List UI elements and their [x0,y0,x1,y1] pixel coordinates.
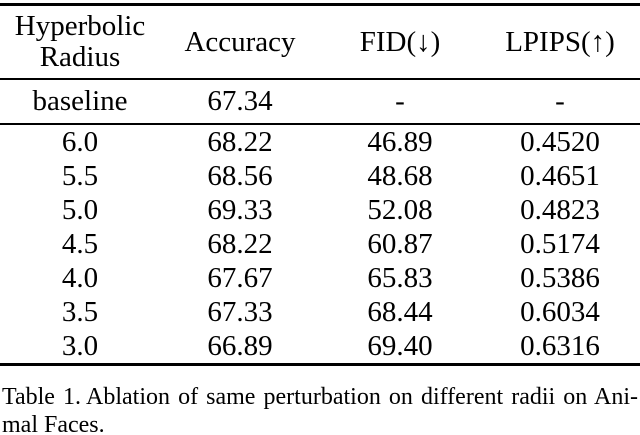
caption-line-1: Table 1. Ablation of same perturbation on… [2,383,638,411]
cell-lpips: 0.6316 [520,329,600,362]
results-table: Hyperbolic Radius Accuracy FID(↓) LPIPS(… [0,6,640,363]
column-header-fid: FID(↓) [359,25,441,58]
column-header-hyperbolic-radius: Hyperbolic Radius [0,6,160,79]
cell-lpips: 0.5386 [520,261,600,294]
cell-lpips: - [480,78,640,125]
column-header-lpips: LPIPS(↑) [505,25,615,58]
cell-fid: 65.83 [367,261,433,294]
cell-accuracy: 68.22 [207,125,273,158]
cell-accuracy: 67.33 [207,295,273,328]
cell-fid: 60.87 [367,227,433,260]
table-header: Hyperbolic Radius Accuracy FID(↓) LPIPS(… [0,6,640,79]
cell-radius: 4.0 [61,261,99,294]
cell-radius: 5.5 [61,159,99,192]
cell-fid: - [320,78,480,125]
cell-fid: 68.44 [367,295,433,328]
cell-lpips: 0.4651 [520,159,600,192]
table-row: 6.0 68.22 46.89 0.4520 [0,124,640,159]
paper-table-figure: Hyperbolic Radius Accuracy FID(↓) LPIPS(… [0,3,640,435]
cell-lpips: 0.4823 [520,193,600,226]
header-line-2: Radius [39,41,121,73]
header-line-1: Hyperbolic [14,10,146,42]
cell-radius: 3.5 [61,295,99,328]
cell-accuracy: 68.56 [207,159,273,192]
table-row: 3.0 66.89 69.40 0.6316 [0,329,640,363]
cell-radius: 4.5 [61,227,99,260]
cell-accuracy: 69.33 [207,193,273,226]
cell-accuracy: 67.67 [207,261,273,294]
cell-radius: 3.0 [61,329,99,362]
caption-line-2: mal Faces. [2,412,105,435]
table-row: 3.5 67.33 68.44 0.6034 [0,295,640,329]
cell-fid: 69.40 [367,329,433,362]
caption-text: Ablation of same perturbation on differe… [86,384,638,410]
header-row: Hyperbolic Radius Accuracy FID(↓) LPIPS(… [0,6,640,79]
data-section: 6.0 68.22 46.89 0.4520 5.5 68.56 48.68 0… [0,124,640,363]
cell-lpips: 0.5174 [520,227,600,260]
results-table-container: Hyperbolic Radius Accuracy FID(↓) LPIPS(… [0,3,640,366]
table-row: 5.5 68.56 48.68 0.4651 [0,159,640,193]
cell-fid: 52.08 [367,193,433,226]
cell-accuracy: 67.34 [160,78,320,125]
cell-accuracy: 68.22 [207,227,273,260]
column-header-accuracy: Accuracy [184,25,296,58]
cell-radius: 6.0 [61,125,99,158]
cell-fid: 48.68 [367,159,433,192]
table-row: 4.0 67.67 65.83 0.5386 [0,261,640,295]
cell-lpips: 0.6034 [520,295,600,328]
caption-label: Table 1. [2,384,82,410]
table-caption: Table 1. Ablation of same perturbation on… [0,383,640,435]
cell-lpips: 0.4520 [520,125,600,158]
baseline-section: baseline 67.34 - - [0,78,640,125]
table-row: 4.5 68.22 60.87 0.5174 [0,227,640,261]
cell-radius: baseline [0,78,160,125]
table-row-baseline: baseline 67.34 - - [0,78,640,125]
table-row: 5.0 69.33 52.08 0.4823 [0,193,640,227]
cell-radius: 5.0 [61,193,99,226]
cell-fid: 46.89 [367,125,433,158]
cell-accuracy: 66.89 [207,329,273,362]
